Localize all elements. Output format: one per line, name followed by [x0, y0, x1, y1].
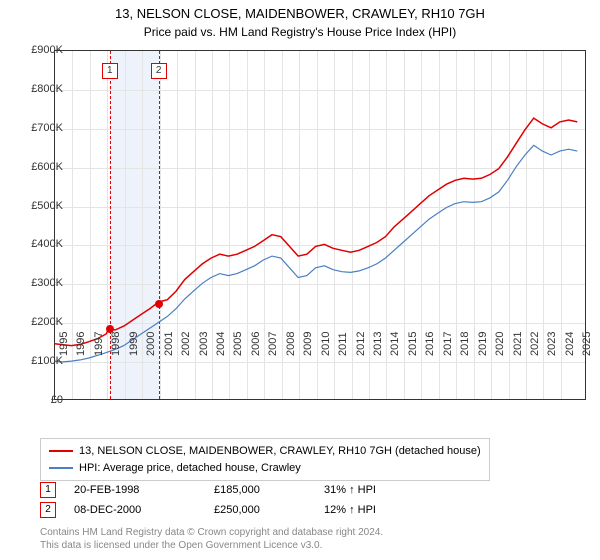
y-tick-label: £0	[51, 394, 63, 406]
legend-swatch-property	[49, 450, 73, 452]
x-tick-label: 1996	[75, 332, 87, 356]
legend-swatch-hpi	[49, 467, 73, 469]
y-tick-label: £700K	[31, 122, 63, 134]
marker-table-pct: 12% ↑ HPI	[324, 504, 424, 516]
x-tick-label: 2023	[546, 332, 558, 356]
x-tick-label: 2010	[320, 332, 332, 356]
x-tick-label: 2020	[494, 332, 506, 356]
x-tick-label: 2017	[442, 332, 454, 356]
x-tick-label: 2015	[407, 332, 419, 356]
legend-item-hpi: HPI: Average price, detached house, Craw…	[49, 460, 481, 477]
x-tick-label: 2018	[459, 332, 471, 356]
x-tick-label: 2016	[424, 332, 436, 356]
x-tick-label: 2022	[529, 332, 541, 356]
x-tick-label: 2004	[215, 332, 227, 356]
x-tick-label: 2007	[267, 332, 279, 356]
marker-table-num: 2	[40, 502, 56, 518]
marker-table-pct: 31% ↑ HPI	[324, 484, 424, 496]
x-tick-label: 2013	[372, 332, 384, 356]
marker-table-date: 20-FEB-1998	[74, 484, 214, 496]
chart-title: 13, NELSON CLOSE, MAIDENBOWER, CRAWLEY, …	[0, 0, 600, 23]
y-tick-label: £500K	[31, 200, 63, 212]
legend-label-property: 13, NELSON CLOSE, MAIDENBOWER, CRAWLEY, …	[79, 445, 481, 457]
legend-label-hpi: HPI: Average price, detached house, Craw…	[79, 462, 301, 474]
y-tick-label: £300K	[31, 277, 63, 289]
x-tick-label: 2021	[512, 332, 524, 356]
series-line-hpi	[54, 145, 577, 362]
x-tick-label: 2005	[232, 332, 244, 356]
x-tick-label: 1997	[93, 332, 105, 356]
x-tick-label: 2019	[477, 332, 489, 356]
x-tick-label: 1999	[128, 332, 140, 356]
x-tick-label: 2011	[337, 332, 349, 356]
y-tick-label: £100K	[31, 355, 63, 367]
chart-subtitle: Price paid vs. HM Land Registry's House …	[0, 23, 600, 39]
x-tick-label: 2024	[564, 332, 576, 356]
x-tick-label: 2025	[581, 332, 593, 356]
marker-table-row: 2 08-DEC-2000£250,00012% ↑ HPI	[40, 500, 424, 520]
chart-container: 13, NELSON CLOSE, MAIDENBOWER, CRAWLEY, …	[0, 0, 600, 560]
x-tick-label: 1998	[110, 332, 122, 356]
y-tick-label: £600K	[31, 161, 63, 173]
x-tick-label: 2003	[198, 332, 210, 356]
x-tick-label: 2014	[389, 332, 401, 356]
x-tick-label: 2009	[302, 332, 314, 356]
y-tick-label: £900K	[31, 44, 63, 56]
attribution-line1: Contains HM Land Registry data © Crown c…	[40, 526, 383, 539]
x-tick-label: 2006	[250, 332, 262, 356]
x-tick-label: 1995	[58, 332, 70, 356]
y-tick-label: £800K	[31, 83, 63, 95]
y-tick-label: £400K	[31, 238, 63, 250]
x-tick-label: 2008	[285, 332, 297, 356]
attribution-line2: This data is licensed under the Open Gov…	[40, 539, 383, 552]
legend-item-property: 13, NELSON CLOSE, MAIDENBOWER, CRAWLEY, …	[49, 443, 481, 460]
marker-table-price: £250,000	[214, 504, 324, 516]
x-tick-label: 2001	[163, 332, 175, 356]
marker-table-price: £185,000	[214, 484, 324, 496]
marker-table-row: 1 20-FEB-1998£185,00031% ↑ HPI	[40, 480, 424, 500]
attribution: Contains HM Land Registry data © Crown c…	[40, 526, 383, 552]
x-tick-label: 2002	[180, 332, 192, 356]
marker-table-date: 08-DEC-2000	[74, 504, 214, 516]
series-line-property	[54, 118, 577, 346]
marker-table: 1 20-FEB-1998£185,00031% ↑ HPI 2 08-DEC-200…	[40, 480, 424, 520]
y-tick-label: £200K	[31, 316, 63, 328]
legend: 13, NELSON CLOSE, MAIDENBOWER, CRAWLEY, …	[40, 438, 490, 481]
x-tick-label: 2012	[355, 332, 367, 356]
marker-table-num: 1	[40, 482, 56, 498]
x-tick-label: 2000	[145, 332, 157, 356]
